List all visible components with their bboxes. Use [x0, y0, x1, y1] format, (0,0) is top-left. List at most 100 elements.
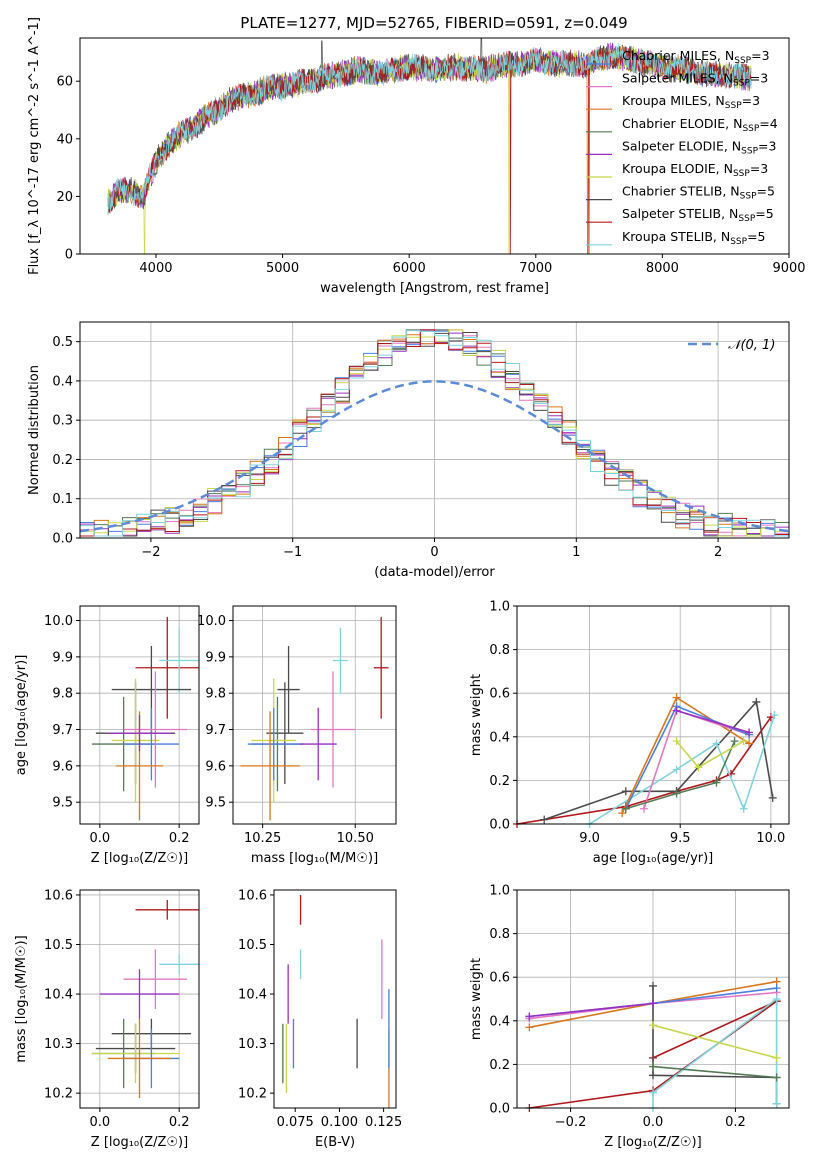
series-line: [652, 985, 778, 1104]
legend-suffix: =3: [742, 93, 760, 108]
histogram-line: [80, 330, 789, 537]
y-tick-label: 0.3: [52, 414, 73, 429]
legend-sub: SSP: [733, 79, 750, 89]
legend-suffix: =5: [747, 229, 765, 244]
y-tick-label: 9.8: [205, 687, 226, 702]
x-tick-label: 0.0: [643, 1115, 664, 1130]
legend-label: Salpeter ELODIE, N: [622, 138, 741, 153]
y-tick-label: 0.4: [489, 1014, 510, 1029]
legend-entry: 𝒩(0, 1): [728, 338, 775, 353]
x-tick-label: 7000: [519, 261, 552, 276]
x-tick-label: 9.0: [579, 831, 600, 846]
y-tick-label: 10.2: [238, 1087, 267, 1102]
y-tick-label: 10.6: [238, 888, 267, 903]
legend-suffix: =5: [757, 184, 775, 199]
x-tick-label: 9.5: [670, 831, 691, 846]
series-point: [649, 999, 657, 1008]
x-tick-label: −2: [141, 545, 160, 560]
series-point: [540, 815, 549, 824]
y-axis-label: mass weight: [469, 674, 484, 756]
mass-weight-axes-frame: [516, 889, 790, 1109]
legend-label: Kroupa MILES, N: [622, 93, 725, 108]
y-tick-label: 10.4: [238, 988, 267, 1003]
legend-entry: Salpeter STELIB, NSSP=5: [622, 206, 774, 224]
series-point: [752, 697, 761, 706]
legend-label: Chabrier STELIB, N: [622, 184, 740, 199]
legend-entry: Salpeter ELODIE, NSSP=3: [622, 138, 776, 156]
series-line: [625, 740, 736, 810]
y-tick-label: 0.8: [489, 927, 510, 942]
errorbar-group: [282, 894, 390, 1108]
legend-sub: SSP: [734, 56, 751, 66]
y-tick-label: 10.0: [197, 614, 226, 629]
y-tick-label: 10.0: [44, 614, 73, 629]
x-tick-label: 10.50: [337, 831, 374, 846]
x-tick-label: 4000: [139, 261, 172, 276]
y-tick-label: 10.6: [44, 888, 73, 903]
y-axis-label: Normed distribution: [27, 365, 42, 495]
x-tick-label: −0.2: [555, 1115, 587, 1130]
x-tick-label: 0.0: [89, 831, 110, 846]
y-tick-label: 9.6: [205, 759, 226, 774]
legend-entry: Kroupa MILES, NSSP=3: [622, 93, 760, 111]
histogram-line: [80, 329, 789, 537]
series-point: [525, 1012, 534, 1021]
y-tick-label: 10.3: [238, 1037, 267, 1052]
y-tick-label: 9.5: [52, 796, 73, 811]
legend-sub: SSP: [742, 124, 759, 134]
series-point: [649, 981, 657, 990]
series-point: [525, 1023, 534, 1032]
y-tick-label: 9.9: [52, 650, 73, 665]
errorbar-axes-frame: [79, 605, 200, 825]
axes-ticks: 4000 5000 6000 7000 8000 9000 0 20 40 60: [56, 75, 805, 276]
series-line: [543, 700, 774, 821]
y-axis-label: mass [log₁₀(M/M☉)]: [14, 935, 29, 1062]
series-point: [712, 739, 721, 748]
legend-sub: SSP: [730, 237, 747, 247]
series-line: [652, 1024, 777, 1059]
y-axis-label: mass weight: [469, 958, 484, 1040]
series-line: [516, 716, 772, 825]
series-line: [621, 696, 750, 814]
x-tick-label: 0.2: [725, 1115, 746, 1130]
series-point: [739, 737, 748, 746]
x-tick-label: 5000: [266, 261, 299, 276]
series-point: [768, 793, 777, 802]
series-point: [730, 737, 739, 746]
errorbar-axes-frame: [232, 605, 397, 825]
axes-ticks: 10.25 10.50 9.5 9.6 9.7 9.8 9.9 10.0: [197, 606, 396, 846]
x-axis-label: mass [log₁₀(M/M☉)]: [251, 851, 378, 866]
series-point: [618, 809, 627, 818]
series-line: [676, 709, 750, 734]
x-axis-label: Z [log₁₀(Z/Z☉)]: [91, 851, 188, 866]
y-tick-label: 9.7: [52, 723, 73, 738]
y-tick-label: 0.2: [489, 1058, 510, 1073]
series-line: [643, 709, 750, 809]
legend-sub: SSP: [733, 169, 750, 179]
histogram-axes-frame: [79, 321, 790, 539]
series-point: [745, 739, 754, 748]
series-point: [672, 693, 681, 702]
series-point: [694, 763, 703, 772]
series-point: [745, 728, 754, 737]
legend-suffix: =3: [750, 161, 768, 176]
series-point: [649, 1021, 657, 1030]
x-tick-label: 10.0: [756, 831, 785, 846]
legend-suffix: =3: [751, 48, 769, 63]
spectrum-series-group: [107, 38, 752, 254]
legend-entry: Chabrier MILES, NSSP=3: [622, 48, 770, 66]
x-tick-label: 0.075: [277, 1115, 314, 1130]
axes-ticks: 0.0 0.2 10.2 10.3 10.4 10.5 10.6: [44, 888, 199, 1130]
errorbar-axes-frame: [273, 889, 397, 1109]
legend-suffix: =5: [755, 206, 773, 221]
y-tick-label: 10.5: [44, 938, 73, 953]
series-point: [712, 778, 721, 787]
y-tick-label: 0.4: [52, 374, 73, 389]
x-tick-label: 0.100: [321, 1115, 358, 1130]
y-tick-label: 9.5: [205, 796, 226, 811]
legend-sub: SSP: [741, 146, 758, 156]
y-tick-label: 9.6: [52, 759, 73, 774]
x-tick-label: 9000: [772, 261, 805, 276]
legend-label: Kroupa ELODIE, N: [622, 161, 733, 176]
